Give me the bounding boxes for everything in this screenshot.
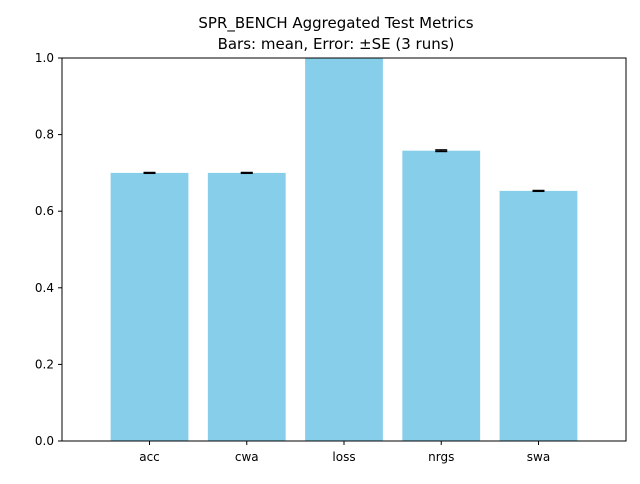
x-tick-label-cwa: cwa (235, 450, 259, 464)
y-axis: 0.0 0.2 0.4 0.6 0.8 1.0 (35, 51, 62, 448)
x-axis: acc cwa loss nrgs swa (139, 441, 550, 464)
bar-acc (110, 172, 189, 441)
y-tick-label: 1.0 (35, 51, 54, 65)
error-bar-swa (532, 189, 545, 193)
x-tick-label-acc: acc (139, 450, 160, 464)
x-tick-label-loss: loss (332, 450, 355, 464)
y-tick-label: 0.0 (35, 434, 54, 448)
bar-loss (305, 58, 383, 441)
chart-title: SPR_BENCH Aggregated Test Metrics (198, 14, 473, 33)
x-tick-label-swa: swa (527, 450, 550, 464)
bar-cwa (207, 172, 286, 441)
y-tick-label: 0.2 (35, 357, 54, 371)
error-bar-cwa (240, 171, 253, 175)
y-tick-label: 0.4 (35, 281, 54, 295)
error-bar-acc (143, 171, 156, 175)
error-bars-group (143, 149, 545, 193)
error-bar-nrgs (435, 149, 448, 153)
bar-swa (499, 190, 578, 441)
chart-subtitle: Bars: mean, Error: ±SE (3 runs) (218, 35, 455, 53)
bar-nrgs (402, 150, 481, 441)
y-tick-label: 0.8 (35, 128, 54, 142)
y-tick-label: 0.6 (35, 204, 54, 218)
x-tick-label-nrgs: nrgs (428, 450, 454, 464)
bars-group (110, 58, 578, 441)
